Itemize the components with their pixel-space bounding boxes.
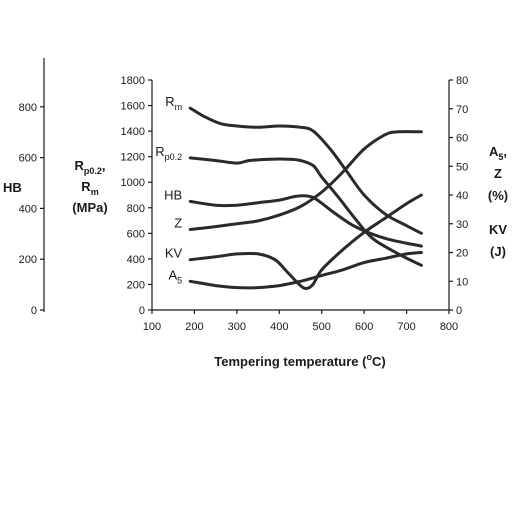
percent-axis-title: A5,Z(%) (488, 144, 508, 203)
kv-title-line: (J) (490, 244, 506, 259)
series-label-main: Z (174, 216, 182, 231)
percent-tick-label: 40 (456, 190, 468, 202)
percent-title-line: Z (494, 166, 502, 181)
x-axis-title-tail: C) (372, 354, 386, 369)
strength-title-line: Rm (81, 179, 98, 197)
x-tick-label: 700 (397, 321, 415, 333)
strength-tick-label: 400 (127, 254, 145, 266)
strength-tick-label: 800 (127, 203, 145, 215)
series-label-main: R (165, 94, 174, 109)
series-label-main: A (168, 267, 177, 282)
series-hb-label: HB (164, 187, 182, 202)
hb-tick-label: 200 (19, 254, 37, 266)
hb-axis: 0 200 400 600 800 HB (3, 58, 45, 317)
strength-tick-label: 600 (127, 228, 145, 240)
strength-title-tail: , (102, 158, 106, 173)
x-tick-label: 100 (143, 321, 161, 333)
strength-tick-label: 1400 (121, 126, 145, 138)
series-rp02-label: Rp0.2 (155, 144, 182, 162)
percent-title-sub: 5 (498, 152, 503, 162)
series-kv-label: KV (165, 246, 183, 261)
strength-tick-label: 200 (127, 279, 145, 291)
percent-tick-label: 80 (456, 75, 468, 87)
strength-axis-title: Rp0.2,Rm(MPa) (72, 158, 107, 215)
series-rm-label: Rm (165, 94, 182, 112)
series-label-sub: p0.2 (165, 152, 183, 162)
strength-title-main: R (81, 179, 91, 194)
series-kv-line (188, 193, 423, 290)
percent-tick-label: 30 (456, 219, 468, 231)
hb-tick-label: 400 (19, 203, 37, 215)
series-lines (188, 106, 423, 290)
x-tick-label: 300 (228, 321, 246, 333)
x-tick-label: 400 (270, 321, 288, 333)
series-label-main: HB (164, 187, 182, 202)
hb-tick-label: 800 (19, 102, 37, 114)
strength-tick-label: 1600 (121, 101, 145, 113)
percent-tick-label: 60 (456, 133, 468, 145)
percent-title-main: (%) (488, 188, 508, 203)
percent-axis-ticks: 0 10 20 30 40 50 60 70 80 (449, 75, 468, 317)
strength-tick-label: 0 (139, 305, 145, 317)
series-label-sub: m (175, 102, 183, 112)
hb-tick-label: 600 (19, 153, 37, 165)
x-axis-title-sup: o (366, 352, 372, 362)
series-z-label: Z (174, 216, 182, 231)
percent-title-line: (%) (488, 188, 508, 203)
series-label-main: KV (165, 246, 183, 261)
strength-title-line: Rp0.2, (74, 158, 105, 176)
kv-title-main: (J) (490, 244, 506, 259)
series-a5-line (188, 251, 423, 290)
hb-tick-label: 0 (31, 305, 37, 317)
series-rp02-line (188, 156, 423, 267)
strength-title-line: (MPa) (72, 200, 107, 215)
x-axis-title-main: Tempering temperature ( (214, 354, 367, 369)
x-tick-label: 500 (313, 321, 331, 333)
strength-title-sub: m (91, 187, 99, 197)
strength-tick-label: 1000 (121, 177, 145, 189)
kv-title-main: KV (489, 222, 507, 237)
strength-axis-ticks: 0 200 400 600 800 1000 1200 1400 1600 1800 (121, 75, 152, 317)
series-a5-label: A5 (168, 267, 182, 285)
percent-tick-label: 50 (456, 161, 468, 173)
percent-tick-label: 20 (456, 248, 468, 260)
x-axis-title: Tempering temperature (oC) (214, 352, 385, 369)
strength-tick-label: 1200 (121, 152, 145, 164)
percent-title-line: A5, (489, 144, 507, 162)
series-label-sub: 5 (177, 275, 182, 285)
strength-title-main: (MPa) (72, 200, 107, 215)
percent-title-main: Z (494, 166, 502, 181)
percent-title-tail: , (503, 144, 507, 159)
x-axis-ticks: 100 200 300 400 500 600 700 800 (143, 310, 458, 333)
strength-title-sub: p0.2 (84, 166, 102, 176)
hb-axis-ticks: 0 200 400 600 800 (19, 102, 44, 317)
strength-tick-label: 1800 (121, 75, 145, 87)
x-tick-label: 800 (440, 321, 458, 333)
series-hb-line (188, 194, 423, 248)
kv-axis-title: KV (J) (489, 222, 507, 259)
series-rm-line (188, 106, 423, 235)
percent-tick-label: 70 (456, 104, 468, 116)
series-z-line (188, 130, 423, 231)
percent-title-main: A (489, 144, 499, 159)
percent-tick-label: 10 (456, 276, 468, 288)
x-tick-label: 600 (355, 321, 373, 333)
hb-axis-title: HB (3, 180, 22, 195)
x-tick-label: 200 (185, 321, 203, 333)
series-label-main: R (155, 144, 164, 159)
percent-tick-label: 0 (456, 305, 462, 317)
kv-title-line: KV (489, 222, 507, 237)
strength-title-main: R (74, 158, 84, 173)
